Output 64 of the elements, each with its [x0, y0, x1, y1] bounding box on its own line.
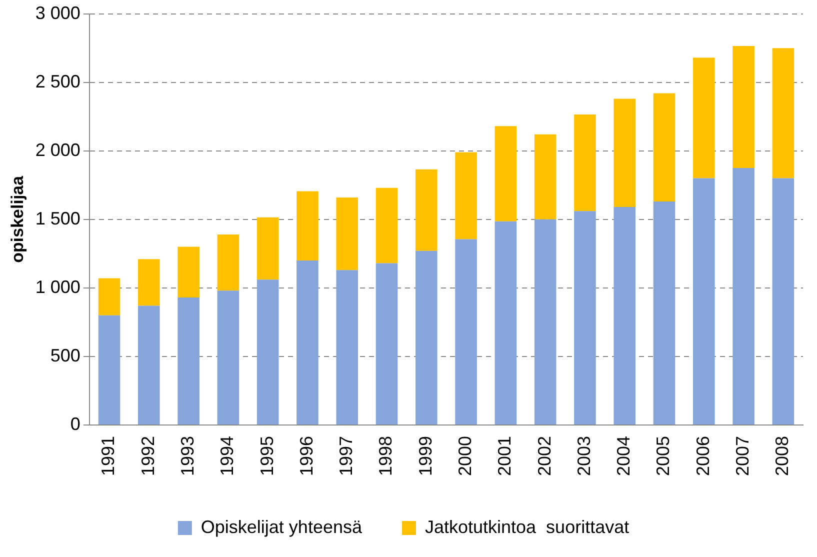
x-tick-label: 1995 [256, 436, 277, 476]
legend-label: Opiskelijat yhteensä [200, 516, 363, 537]
bar [614, 207, 636, 424]
bar [376, 263, 398, 424]
bar [494, 221, 517, 424]
bar [574, 114, 596, 212]
bar [534, 219, 556, 424]
bar [732, 46, 754, 168]
bar [296, 191, 318, 260]
x-tick-label: 2001 [494, 436, 515, 476]
x-tick-label: 2008 [772, 436, 792, 476]
bar [138, 306, 160, 424]
bar [653, 93, 676, 202]
x-tick-label: 1991 [98, 436, 118, 476]
x-tick-label: 2007 [732, 436, 753, 476]
x-tick-label: 1998 [376, 436, 396, 476]
bar [178, 298, 200, 424]
bar [296, 260, 318, 424]
bar [692, 58, 715, 178]
bar [455, 239, 477, 424]
x-tick-label: 1997 [336, 436, 356, 476]
bar [376, 188, 398, 264]
x-tick-label: 2002 [534, 436, 554, 476]
bar [574, 211, 596, 424]
bar [98, 278, 120, 316]
bar [256, 280, 279, 424]
bar [217, 290, 240, 424]
x-tick-label: 2005 [653, 436, 674, 476]
x-tick-label: 1999 [415, 436, 436, 476]
x-tick-label: 2004 [614, 436, 634, 476]
y-tick-label: 1 000 [35, 276, 80, 297]
legend-label: Jatkotutkintoa suorittavat [424, 516, 630, 537]
y-tick-label: 0 [70, 414, 80, 434]
y-tick-label: 500 [50, 345, 80, 366]
x-tick-label: 1992 [138, 436, 158, 476]
bar [336, 270, 358, 424]
y-tick-label: 3 000 [35, 2, 80, 23]
x-tick-label: 2003 [574, 436, 594, 476]
bar [336, 197, 358, 270]
bar [256, 217, 279, 280]
y-tick-label: 2 000 [35, 140, 80, 160]
bar [98, 315, 120, 424]
x-tick-label: 1996 [296, 436, 316, 476]
bar [653, 202, 676, 424]
bar [534, 134, 556, 220]
bar [772, 48, 794, 178]
x-tick-label: 2006 [692, 436, 713, 476]
x-tick-label: 2000 [455, 436, 476, 476]
bar [772, 178, 794, 424]
bar [138, 259, 160, 306]
bar [416, 250, 438, 424]
bar [217, 234, 240, 291]
bar [416, 169, 438, 251]
bar [455, 152, 477, 240]
bar [732, 168, 754, 424]
bar [692, 178, 715, 424]
x-tick-label: 1994 [217, 436, 238, 476]
y-tick-label: 1 500 [35, 208, 80, 228]
bar [494, 126, 517, 222]
y-tick-label: 2 500 [35, 71, 80, 92]
bar [178, 246, 200, 298]
bar [614, 98, 636, 208]
y-axis-title: opiskelijaa [8, 175, 27, 263]
x-tick-label: 1993 [178, 436, 198, 476]
